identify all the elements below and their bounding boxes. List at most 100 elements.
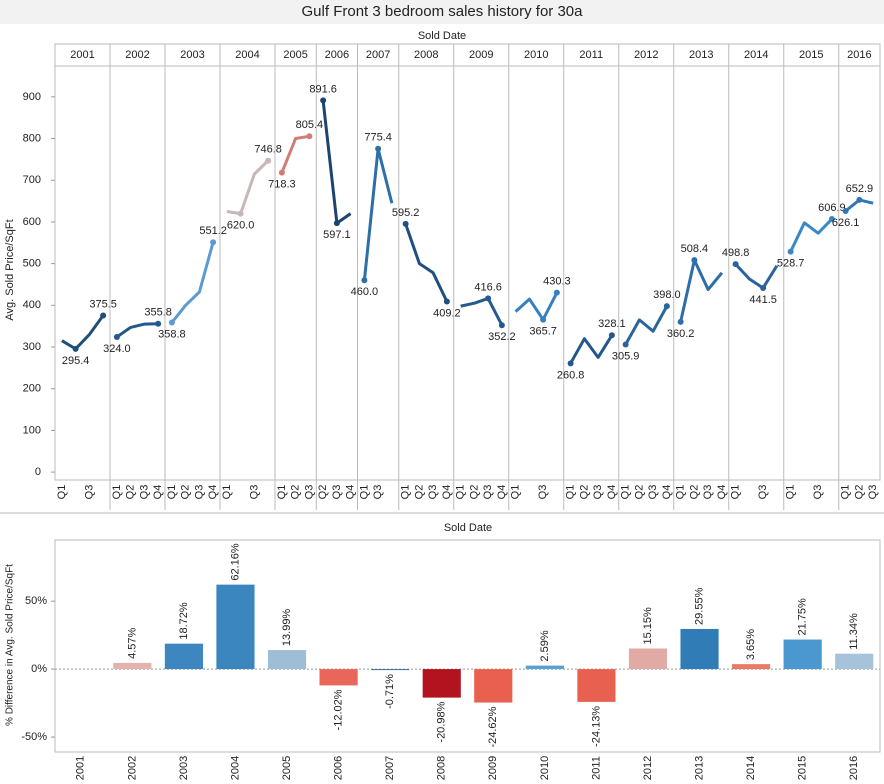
data-label: 416.6: [474, 281, 502, 293]
panel-label: 2005: [283, 49, 307, 61]
x-tick-label: 2008: [436, 756, 448, 780]
line: [226, 159, 270, 216]
panel-label: 2001: [70, 49, 94, 61]
data-label: 352.2: [488, 331, 516, 343]
data-label: 328.1: [598, 318, 626, 330]
data-label: 528.7: [777, 258, 805, 270]
x-tick-label: 2003: [178, 756, 190, 780]
x-tick-label: Q1: [221, 485, 233, 500]
line: [170, 241, 215, 324]
point: [361, 277, 368, 284]
x-tick-label: Q2: [688, 485, 700, 500]
point: [155, 320, 162, 327]
x-tick-label: Q3: [537, 485, 549, 500]
x-tick-label: Q2: [468, 485, 480, 500]
x-tick-label: Q1: [565, 485, 577, 500]
x-tick-label: Q1: [111, 485, 123, 500]
data-label: 746.8: [254, 144, 282, 156]
bar: [216, 584, 255, 670]
bar: [628, 648, 668, 670]
panel-label: 2013: [689, 49, 713, 61]
x-tick-label: Q3: [757, 485, 769, 500]
x-tick-label: 2002: [126, 756, 138, 780]
data-label: 441.5: [749, 294, 777, 306]
y-tick-label: 100: [23, 424, 41, 436]
point: [320, 97, 327, 104]
x-tick-label: Q2: [290, 485, 302, 500]
x-tick-label: 2004: [229, 756, 241, 780]
y-tick-label: 800: [23, 132, 41, 144]
x-tick-label: Q3: [592, 485, 604, 500]
bar: [783, 639, 822, 670]
panel-label: 2016: [847, 49, 871, 61]
point: [567, 360, 574, 367]
plot-frame: [54, 539, 881, 753]
x-tick-label: Q3: [372, 485, 384, 500]
point: [828, 216, 835, 223]
x-tick-label: 2001: [75, 756, 87, 780]
point: [842, 208, 849, 215]
x-tick-label: Q1: [166, 485, 178, 500]
point: [663, 303, 670, 310]
data-label: 597.1: [323, 229, 351, 241]
x-tick-label: 2014: [745, 756, 757, 780]
y-axis-title: Avg. Sold Price/SqFt: [4, 219, 16, 320]
y-tick-label: 900: [23, 91, 41, 103]
y-tick-label: 400: [23, 299, 41, 311]
y-tick-label: 500: [23, 258, 41, 270]
data-label: 360.2: [667, 328, 695, 340]
x-tick-label: Q1: [276, 485, 288, 500]
line: [116, 322, 159, 339]
panel-label: 2008: [414, 49, 438, 61]
x-tick-label: Q3: [702, 485, 714, 500]
x-tick-label: Q3: [812, 485, 824, 500]
x-tick-label: 2005: [281, 756, 293, 780]
data-label: 398.0: [653, 289, 681, 301]
x-tick-label: Q1: [358, 485, 370, 500]
data-label: 375.5: [89, 298, 117, 310]
x-axis-title: Sold Date: [418, 30, 466, 42]
x-tick-label: Q3: [482, 485, 494, 500]
bar: [319, 669, 358, 686]
data-label: 460.0: [351, 286, 379, 298]
point: [553, 289, 560, 296]
data-label: 775.4: [364, 132, 392, 144]
panel-label: 2015: [799, 49, 823, 61]
y-axis-title: % Difference in Avg. Sold Price/SqFt: [5, 564, 16, 726]
data-label: 295.4: [62, 355, 90, 367]
point: [333, 220, 340, 227]
data-label: 595.2: [392, 207, 420, 219]
x-tick-label: Q1: [510, 485, 522, 500]
x-tick-label: 2015: [797, 756, 809, 780]
x-tick-label: 2011: [590, 756, 602, 780]
point: [787, 248, 794, 255]
bar: [680, 628, 719, 670]
y-tick-label: 50%: [25, 595, 47, 607]
data-label: 29.55%: [693, 587, 705, 625]
x-tick-label: Q3: [83, 485, 95, 500]
data-label: 891.6: [309, 83, 337, 95]
point: [265, 157, 272, 164]
data-label: 409.2: [433, 307, 461, 319]
panel-label: 2011: [579, 49, 603, 61]
line: [789, 218, 833, 253]
x-tick-label: Q3: [138, 485, 150, 500]
bar: [164, 643, 203, 670]
line: [280, 134, 310, 174]
panel-label: 2012: [634, 49, 658, 61]
data-label: -0.71%: [384, 674, 396, 709]
data-label: 606.9: [818, 202, 846, 214]
x-tick-label: Q1: [675, 485, 687, 500]
x-tick-label: Q3: [867, 485, 879, 500]
x-axis-title: Sold Date: [444, 522, 492, 534]
x-tick-label: 2007: [384, 756, 396, 780]
line: [61, 314, 105, 351]
x-tick-label: Q4: [345, 485, 357, 500]
x-tick-label: Q3: [248, 485, 260, 500]
data-label: -12.02%: [333, 689, 345, 730]
bar: [835, 653, 874, 670]
x-tick-label: 2013: [693, 756, 705, 780]
x-tick-label: Q4: [152, 485, 164, 500]
divider: [0, 512, 884, 514]
